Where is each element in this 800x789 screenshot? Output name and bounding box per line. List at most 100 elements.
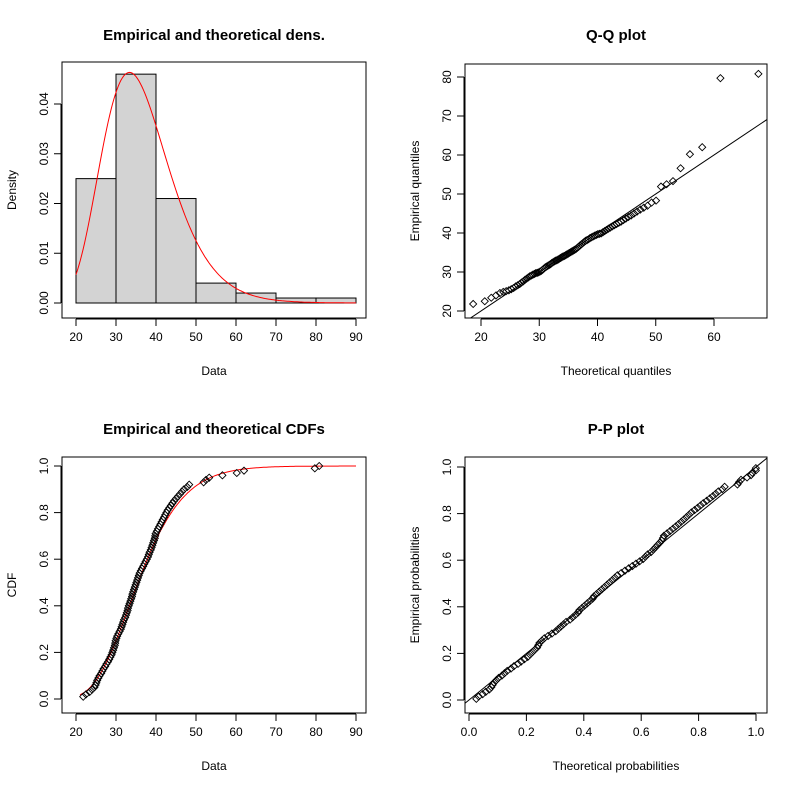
- data-point: [179, 485, 189, 494]
- y-axis: 0.0 0.2 0.4 0.6 0.8 1.0: [37, 457, 62, 707]
- data-point: [199, 478, 208, 487]
- data-point: [520, 655, 529, 664]
- plot-area: [75, 71, 357, 304]
- y-tick-label: 40: [440, 226, 454, 240]
- data-point: [551, 627, 560, 636]
- y-tick-label: 80: [440, 70, 454, 84]
- x-tick-label: 1.0: [748, 725, 765, 739]
- data-point: [597, 585, 607, 594]
- data-point: [85, 687, 94, 697]
- data-point: [613, 571, 622, 580]
- data-point: [671, 522, 680, 531]
- data-point: [503, 666, 512, 676]
- x-tick-label: 50: [189, 725, 203, 739]
- data-point: [517, 657, 526, 666]
- data-point: [690, 505, 699, 515]
- x-tick-label: 20: [69, 330, 83, 344]
- x-tick-label: 90: [349, 330, 363, 344]
- data-point: [638, 554, 648, 564]
- y-axis: 0.0 0.2 0.4 0.6 0.8 1.0: [440, 458, 465, 708]
- data-point: [674, 519, 683, 529]
- data-point: [565, 615, 575, 624]
- data-point: [734, 477, 744, 487]
- data-point: [183, 482, 192, 492]
- plot-box: [61, 61, 367, 319]
- y-tick-label: 50: [440, 187, 454, 201]
- data-point: [185, 480, 194, 489]
- data-point: [173, 492, 183, 501]
- data-point: [736, 475, 746, 484]
- data-point: [629, 209, 639, 218]
- data-point: [87, 685, 97, 694]
- x-axis: 0.0 0.2 0.4 0.6 0.8 1.0: [461, 713, 765, 739]
- data-point: [492, 676, 501, 685]
- x-axis: 20 30 40 50 60: [474, 318, 721, 344]
- y-axis-label: Empirical quantiles: [408, 141, 422, 242]
- data-point: [662, 180, 671, 189]
- x-tick-label: 90: [349, 725, 363, 739]
- data-point: [543, 631, 553, 641]
- y-tick-label: 0.4: [37, 597, 51, 614]
- data-point: [489, 678, 499, 687]
- panel-4: P-P plot Theoretical probabilities Empiric…: [408, 421, 768, 773]
- data-point: [632, 207, 642, 216]
- data-point: [79, 692, 88, 701]
- data-point: [561, 617, 571, 627]
- data-point: [628, 561, 637, 571]
- x-tick-label: 80: [309, 725, 323, 739]
- data-point: [175, 489, 185, 499]
- data-point: [478, 690, 487, 699]
- data-point: [643, 550, 652, 559]
- plot-area: [465, 457, 767, 704]
- data-point: [495, 288, 505, 298]
- data-point: [705, 494, 714, 503]
- data-point: [662, 529, 672, 538]
- data-point: [480, 297, 489, 306]
- data-point: [494, 673, 503, 683]
- data-point: [641, 552, 650, 561]
- data-point: [635, 557, 644, 566]
- data-point: [585, 596, 595, 606]
- plot-box: [464, 456, 768, 714]
- x-axis: 20 30 40 50 60 70 80 90: [69, 713, 363, 739]
- plot-title: Empirical and theoretical CDFs: [103, 421, 325, 438]
- data-point: [523, 652, 532, 662]
- y-axis-label: Density: [5, 170, 19, 210]
- plot-area: [79, 461, 356, 701]
- plot-title: P-P plot: [588, 421, 644, 438]
- data-point: [711, 489, 720, 498]
- data-point: [610, 573, 620, 582]
- x-axis: 20 30 40 50 60 70 80 90: [69, 318, 363, 344]
- y-tick-label: 0.00: [37, 291, 51, 315]
- histogram-bar: [75, 178, 117, 304]
- data-point: [537, 636, 547, 645]
- data-point: [602, 580, 612, 589]
- y-tick-label: 20: [440, 304, 454, 318]
- data-point: [595, 229, 604, 238]
- x-tick-label: 50: [649, 330, 663, 344]
- x-tick-label: 20: [69, 725, 83, 739]
- data-point: [577, 603, 587, 613]
- data-point: [646, 547, 656, 557]
- density-curve: [75, 71, 356, 304]
- x-tick-label: 40: [149, 330, 163, 344]
- data-point: [653, 540, 662, 550]
- y-axis: 0.00 0.01 0.02 0.03 0.04: [37, 92, 62, 315]
- x-axis-label: Data: [201, 759, 227, 773]
- data-point: [81, 690, 91, 699]
- x-tick-label: 30: [533, 330, 547, 344]
- data-point: [497, 671, 507, 680]
- histogram-bar: [155, 198, 197, 304]
- data-point: [595, 587, 604, 596]
- x-tick-label: 80: [309, 330, 323, 344]
- x-tick-label: 30: [109, 330, 123, 344]
- data-point: [232, 468, 241, 478]
- x-tick-label: 40: [591, 330, 605, 344]
- data-point: [682, 512, 691, 522]
- x-tick-label: 60: [707, 330, 721, 344]
- data-point: [636, 205, 645, 214]
- y-tick-label: 0.01: [37, 241, 51, 265]
- data-point: [649, 545, 658, 554]
- data-point: [685, 150, 695, 159]
- data-point: [177, 487, 187, 496]
